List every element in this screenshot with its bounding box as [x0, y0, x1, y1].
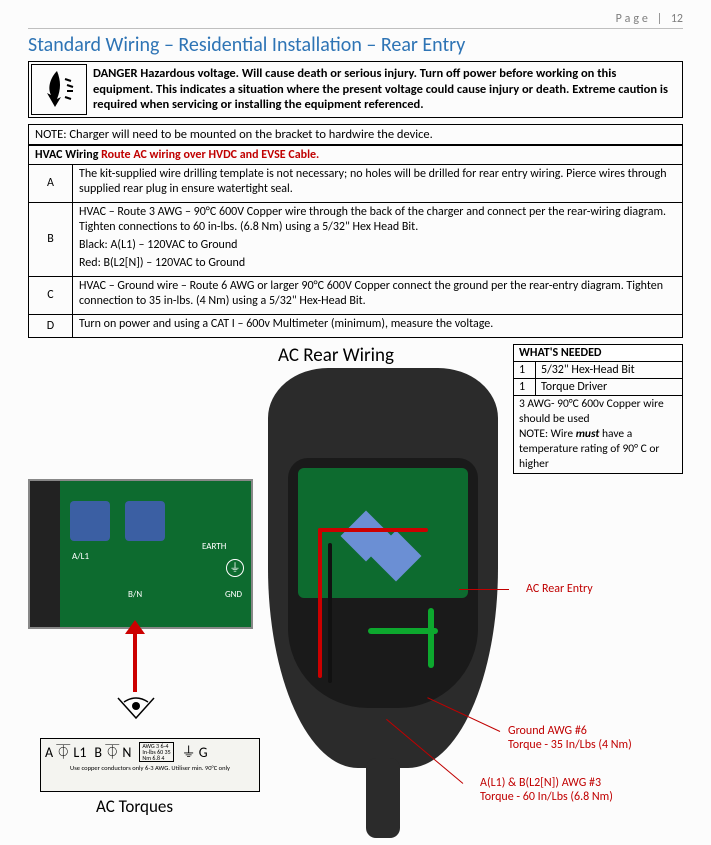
ac-rear-wiring-title: AC Rear Wiring	[278, 344, 394, 367]
item-cell: 5/32" Hex-Head Bit	[536, 361, 683, 378]
table-row: 1 5/32" Hex-Head Bit	[514, 361, 683, 378]
torque-table-icon: AWG 3 6-4In-lbs 60 35Nm 6.8 4	[139, 742, 173, 762]
note-em: must	[576, 427, 600, 441]
shock-hazard-icon	[31, 64, 87, 115]
danger-box: DANGER Hazardous voltage. Will cause dea…	[28, 61, 683, 118]
ground-symbol-icon: ⏚	[226, 559, 244, 577]
pcb-label-bn: B/N	[128, 589, 142, 600]
page-label: Page	[616, 12, 651, 26]
step-cell: D	[29, 314, 73, 337]
step-cell: B	[29, 202, 73, 276]
qty-cell: 1	[514, 361, 536, 378]
line: HVAC – Route 3 AWG – 90°C 600V Copper wi…	[79, 205, 676, 235]
table-row: C HVAC – Ground wire – Route 6 AWG or la…	[29, 276, 683, 314]
page-sep: |	[657, 12, 671, 26]
pcb-label-earth: EARTH	[202, 541, 226, 552]
ac-torques-title: AC Torques	[96, 796, 173, 817]
step-desc: The kit-supplied wire drilling template …	[73, 164, 683, 202]
hvac-table: HVAC Wiring Route AC wiring over HVDC an…	[28, 145, 683, 338]
callout-ac-rear-entry: AC Rear Entry	[526, 582, 593, 596]
note-pre: 3 AWG- 90°C 600v Copper wire should be u…	[519, 397, 664, 426]
terminal-icon	[70, 501, 110, 541]
step-desc: HVAC – Ground wire – Route 6 AWG or larg…	[73, 276, 683, 314]
line: HVAC – Ground wire – Route 6 AWG or larg…	[79, 279, 676, 309]
note-label: NOTE: Wire	[519, 427, 576, 441]
torque-al1: A ⏁ L1	[45, 742, 86, 762]
callout-text: A(L1) & B(L2[N]) AWG #3	[480, 776, 601, 790]
line: The kit-supplied wire drilling template …	[79, 167, 676, 197]
din-rail	[30, 481, 60, 627]
arrow-up-icon	[133, 632, 137, 692]
pcb-photo: A/L1 B/N EARTH GND ⏚	[28, 479, 253, 629]
torque-fineprint: Use copper conductors only 6-3 AWG. Util…	[45, 764, 255, 772]
wire-black	[328, 543, 332, 683]
line: Red: B(L2[N]) – 120VAC to Ground	[79, 256, 676, 271]
step-cell: C	[29, 276, 73, 314]
qty-cell: 1	[514, 378, 536, 395]
step-cell: A	[29, 164, 73, 202]
torque-gnd: ⏚ G	[182, 742, 208, 762]
whats-needed-table: WHAT'S NEEDED 1 5/32" Hex-Head Bit 1 Tor…	[513, 344, 683, 474]
step-desc: Turn on power and using a CAT I – 600v M…	[73, 314, 683, 337]
charger-illustration	[268, 368, 498, 808]
callout-text: Torque - 60 In/Lbs (6.8 Nm)	[480, 790, 613, 804]
page-number: 12	[671, 12, 683, 26]
table-row: D Turn on power and using a CAT I – 600v…	[29, 314, 683, 337]
leader-line	[459, 589, 509, 590]
hvac-header-label: HVAC Wiring	[35, 148, 98, 162]
table-row: 1 Torque Driver	[514, 378, 683, 395]
wire-green	[428, 608, 434, 668]
wire-red	[318, 528, 428, 532]
note-box: NOTE: Charger will need to be mounted on…	[28, 124, 683, 145]
torque-label-plate: A ⏁ L1 B ⏁ N AWG 3 6-4In-lbs 60 35Nm 6.8…	[40, 738, 260, 792]
charger-cable	[366, 758, 400, 838]
wire-red	[318, 528, 322, 678]
table-row: A The kit-supplied wire drilling templat…	[29, 164, 683, 202]
line: Turn on power and using a CAT I – 600v M…	[79, 317, 676, 332]
hvac-header-route: Route AC wiring over HVDC and EVSE Cable…	[101, 148, 319, 162]
needed-header: WHAT'S NEEDED	[514, 344, 683, 361]
pcb-label-al1: A/L1	[72, 551, 89, 562]
section-title: Standard Wiring – Residential Installati…	[28, 33, 683, 57]
hvac-header: HVAC Wiring Route AC wiring over HVDC an…	[29, 145, 683, 164]
callout-ground: Ground AWG #6 Torque - 35 In/Lbs (4 Nm)	[508, 724, 632, 753]
eye-view-icon	[116, 696, 156, 732]
torque-bn: B ⏁ N	[94, 742, 131, 762]
danger-text: DANGER Hazardous voltage. Will cause dea…	[93, 64, 680, 115]
line: Black: A(L1) – 120VAC to Ground	[79, 238, 676, 253]
step-desc: HVAC – Route 3 AWG – 90°C 600V Copper wi…	[73, 202, 683, 276]
terminal-icon	[125, 501, 165, 541]
item-cell: Torque Driver	[536, 378, 683, 395]
callout-text: Torque - 35 In/Lbs (4 Nm)	[508, 738, 632, 752]
needed-note: 3 AWG- 90°C 600v Copper wire should be u…	[514, 395, 683, 473]
callout-ab: A(L1) & B(L2[N]) AWG #3 Torque - 60 In/L…	[480, 776, 613, 805]
table-row: B HVAC – Route 3 AWG – 90°C 600V Copper …	[29, 202, 683, 276]
diagram-area: AC Rear Wiring WHAT'S NEEDED 1 5/32" Hex…	[28, 344, 683, 834]
callout-text: AC Rear Entry	[526, 582, 593, 596]
page-header: Page | 12	[28, 12, 683, 29]
pcb-label-gnd: GND	[225, 589, 242, 600]
callout-text: Ground AWG #6	[508, 724, 587, 738]
